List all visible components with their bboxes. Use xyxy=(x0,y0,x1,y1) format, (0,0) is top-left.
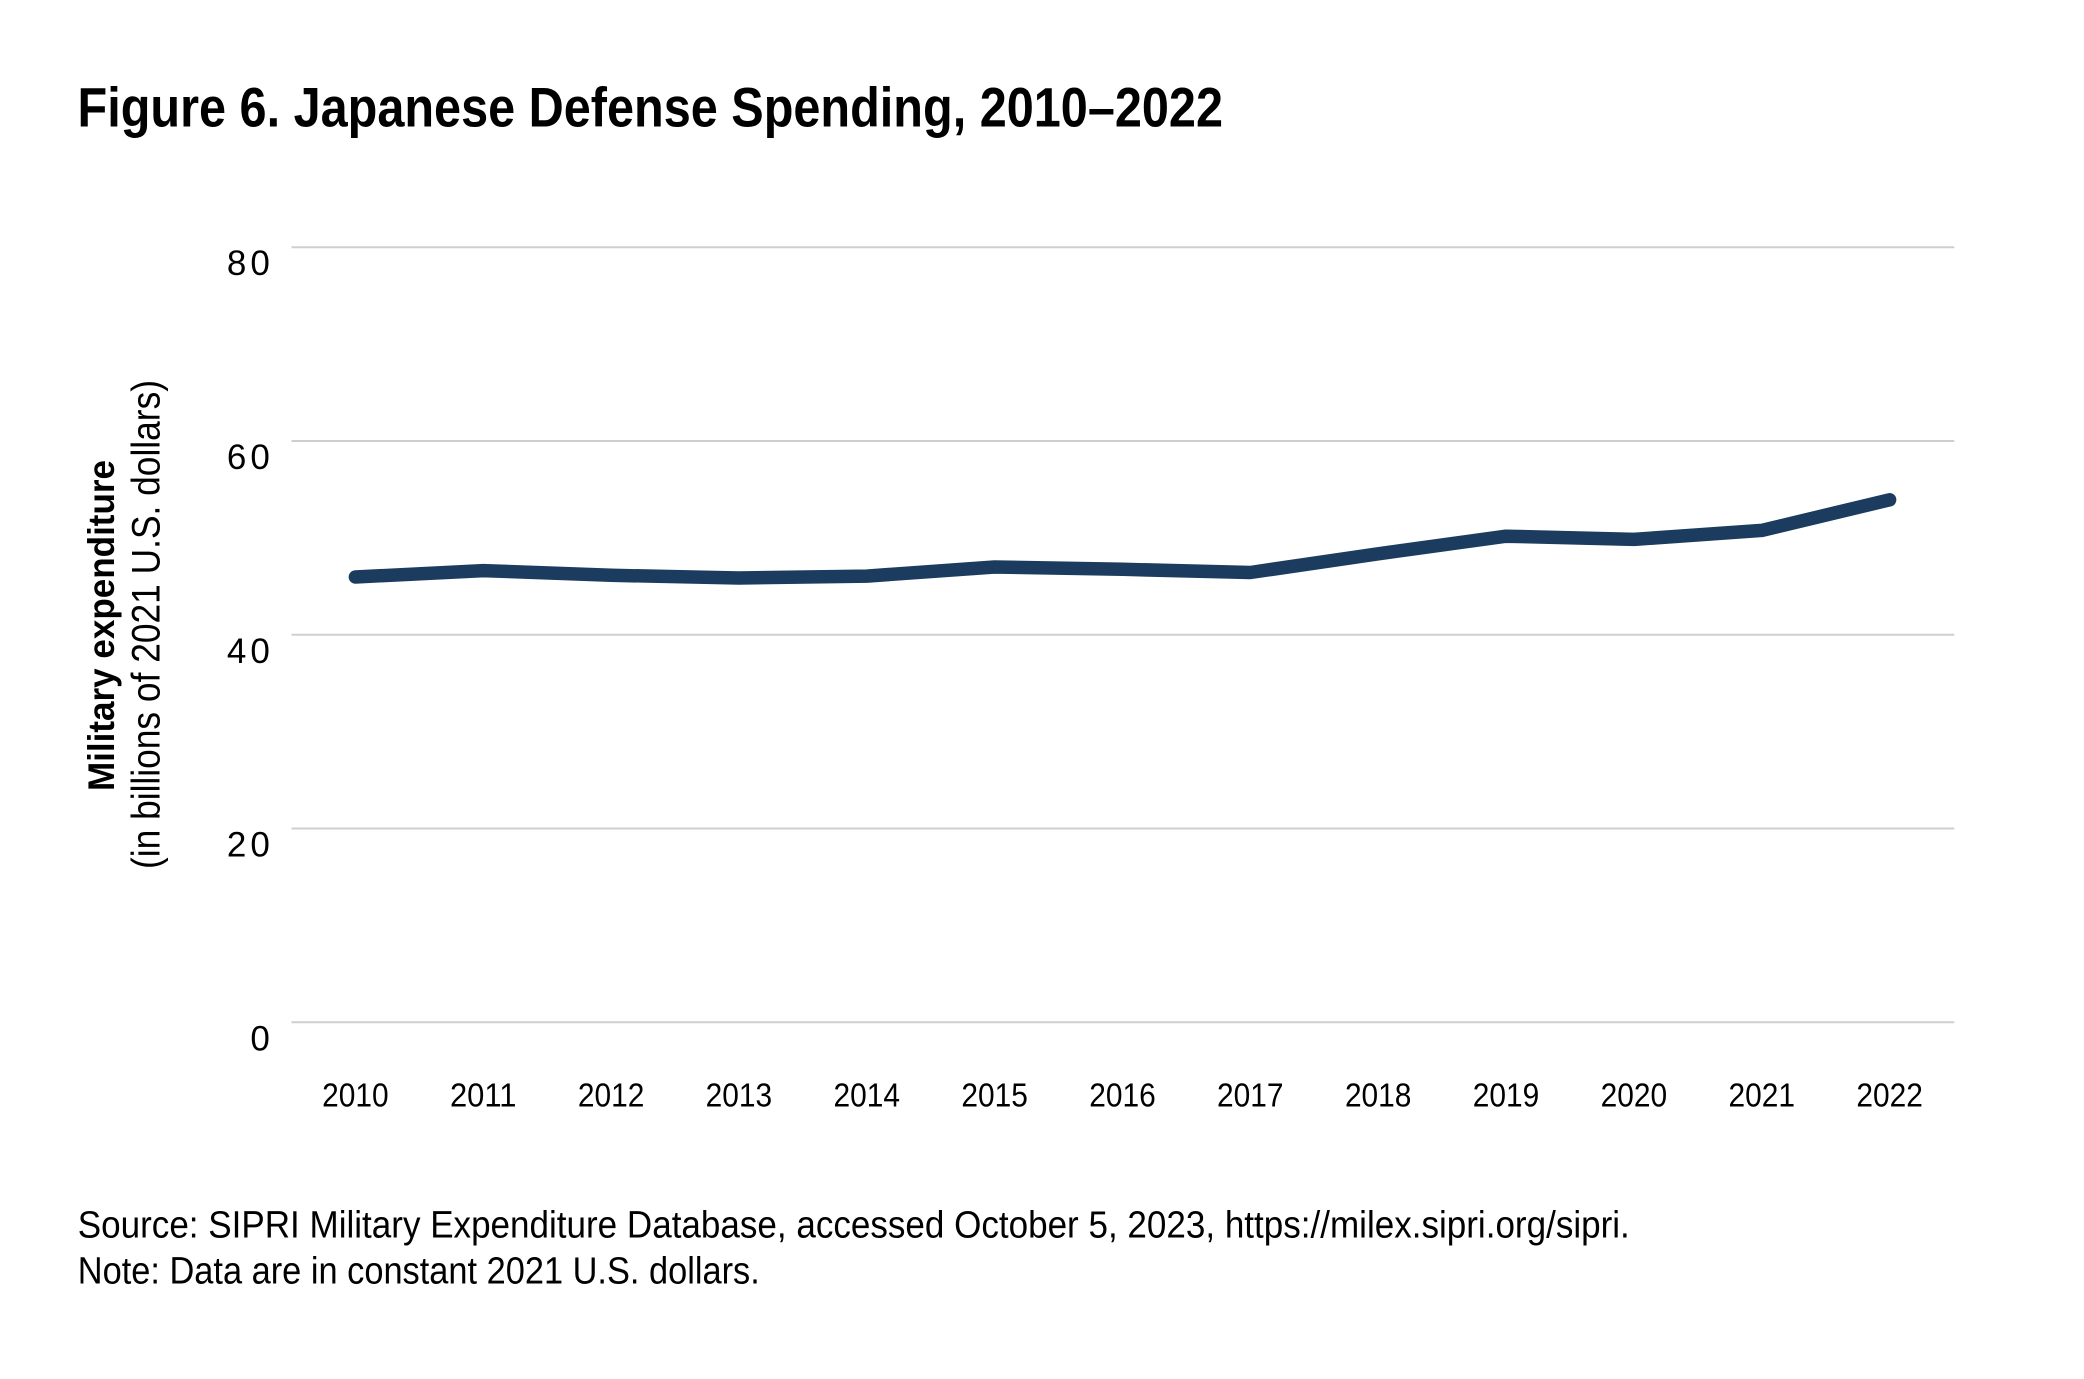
svg-text:2015: 2015 xyxy=(961,1077,1028,1114)
svg-text:2017: 2017 xyxy=(1217,1077,1284,1114)
svg-text:Source: SIPRI Military Expendi: Source: SIPRI Military Expenditure Datab… xyxy=(78,1205,1630,1247)
svg-text:2018: 2018 xyxy=(1345,1077,1412,1114)
svg-text:2021: 2021 xyxy=(1729,1077,1796,1114)
svg-text:2012: 2012 xyxy=(578,1077,645,1114)
svg-text:Military expenditure: Military expenditure xyxy=(81,460,122,791)
svg-text:2016: 2016 xyxy=(1089,1077,1156,1114)
svg-text:2014: 2014 xyxy=(834,1077,901,1114)
svg-text:2010: 2010 xyxy=(322,1077,389,1114)
svg-text:Figure 6. Japanese Defense Spe: Figure 6. Japanese Defense Spending, 201… xyxy=(78,76,1224,139)
svg-text:2019: 2019 xyxy=(1473,1077,1540,1114)
svg-text:Note: Data are in constant 202: Note: Data are in constant 2021 U.S. dol… xyxy=(78,1251,760,1293)
svg-text:2011: 2011 xyxy=(450,1077,517,1114)
svg-text:(in billions of 2021 U.S. doll: (in billions of 2021 U.S. dollars) xyxy=(124,380,168,869)
svg-text:0: 0 xyxy=(250,1019,269,1058)
svg-text:2020: 2020 xyxy=(1601,1077,1668,1114)
svg-text:2013: 2013 xyxy=(706,1077,773,1114)
svg-text:2022: 2022 xyxy=(1856,1077,1923,1114)
